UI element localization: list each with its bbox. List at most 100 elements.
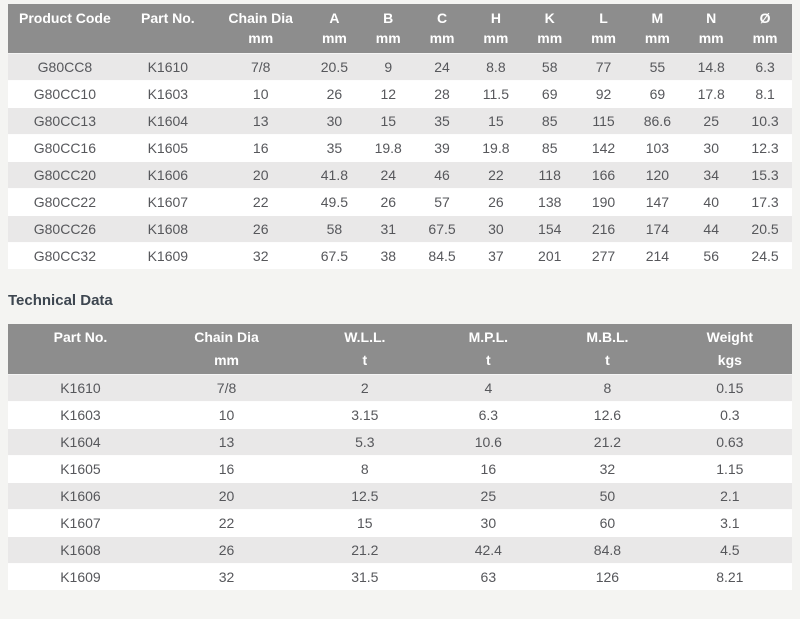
table-cell: 12.6 [547, 401, 668, 429]
table-cell: K1606 [121, 161, 214, 189]
table-cell: 24 [415, 53, 469, 81]
table-cell: G80CC22 [8, 188, 122, 216]
table-cell: 60 [547, 509, 668, 537]
table-cell: 21.2 [300, 536, 430, 564]
table-cell: 67.5 [415, 215, 469, 243]
table-cell: 17.8 [684, 80, 739, 108]
table-cell: 15 [361, 107, 416, 135]
column-header: Chain Dia [152, 324, 301, 348]
table-cell: K1608 [8, 536, 153, 564]
table-cell: G80CC13 [8, 107, 122, 135]
table-cell: G80CC8 [8, 53, 122, 81]
table-cell: 8.1 [738, 80, 792, 108]
table-cell: 57 [415, 188, 469, 216]
table-cell: 5.3 [300, 428, 430, 456]
table-cell: K1608 [121, 215, 214, 243]
technical-data-heading: Technical Data [8, 292, 113, 309]
table-cell: 15 [468, 107, 523, 135]
column-unit: mm [630, 30, 685, 54]
table-cell: 16 [213, 134, 308, 162]
table-cell: K1610 [121, 53, 214, 81]
table-cell: 12.5 [300, 482, 430, 510]
table-cell: 8.8 [468, 53, 523, 81]
table-cell: 16 [429, 455, 548, 483]
table-cell: 58 [307, 215, 362, 243]
table-cell: 12.3 [738, 134, 792, 162]
table-cell: 120 [630, 161, 685, 189]
table-cell: 2.1 [667, 482, 792, 510]
table-cell: 6.3 [738, 53, 792, 81]
column-unit [121, 30, 214, 54]
table-cell: 6.3 [429, 401, 548, 429]
table-row: G80CC22 K1607 22 49.5 26 57 26 138 190 147 40 17.3 [8, 188, 792, 216]
table-cell: 25 [429, 482, 548, 510]
table-cell: 115 [576, 107, 631, 135]
table-cell: 56 [684, 242, 739, 269]
table-row: G80CC32 K1609 32 67.5 38 84.5 37 201 277 214 56 24.… [8, 242, 792, 269]
table-row: G80CC10 K1603 10 26 12 28 11.5 69 92 69 17.8 8.1 [8, 80, 792, 108]
table-cell: 69 [522, 80, 577, 108]
table-cell: 19.8 [468, 134, 523, 162]
table-cell: 44 [684, 215, 739, 243]
table-cell: 154 [522, 215, 577, 243]
table-cell: 15.3 [738, 161, 792, 189]
table-cell: 46 [415, 161, 469, 189]
table-cell: 19.8 [361, 134, 416, 162]
table-cell: 31 [361, 215, 416, 243]
table-row: G80CC8 K1610 7/8 20.5 9 24 8.8 58 77 55 14.8 6.3 [8, 53, 792, 81]
table-cell: 0.3 [667, 401, 792, 429]
table-cell: 31.5 [300, 563, 430, 590]
table-cell: 84.8 [547, 536, 668, 564]
table-cell: 85 [522, 107, 577, 135]
table-row: K1608 26 21.2 42.4 84.8 4.5 [8, 536, 792, 564]
table-cell: 32 [547, 455, 668, 483]
table-cell: 25 [684, 107, 739, 135]
table-cell: K1607 [121, 188, 214, 216]
table-row: K1605 16 8 16 32 1.15 [8, 455, 792, 483]
table-cell: 12 [361, 80, 416, 108]
table-cell: G80CC16 [8, 134, 122, 162]
table-row: G80CC26 K1608 26 58 31 67.5 30 154 216 174 44 20.5 [8, 215, 792, 243]
table-cell: 38 [361, 242, 416, 269]
table-cell: 32 [213, 242, 308, 269]
column-header: L [576, 4, 631, 30]
table-cell: 84.5 [415, 242, 469, 269]
table-row: K1604 13 5.3 10.6 21.2 0.63 [8, 428, 792, 456]
table-cell: 166 [576, 161, 631, 189]
table-cell: 190 [576, 188, 631, 216]
column-header: Part No. [8, 324, 153, 348]
table-cell: 30 [429, 509, 548, 537]
table-cell: 20.5 [307, 53, 362, 81]
table-cell: 126 [547, 563, 668, 590]
table-cell: 8.21 [667, 563, 792, 590]
table-cell: 201 [522, 242, 577, 269]
table-cell: 10.6 [429, 428, 548, 456]
table-cell: K1603 [8, 401, 153, 429]
table-cell: K1609 [8, 563, 153, 590]
table-cell: 0.63 [667, 428, 792, 456]
table-cell: K1607 [8, 509, 153, 537]
table-cell: K1609 [121, 242, 214, 269]
table-cell: 24.5 [738, 242, 792, 269]
table-cell: 86.6 [630, 107, 685, 135]
column-unit [8, 30, 122, 54]
table-cell: 26 [307, 80, 362, 108]
column-unit: mm [307, 30, 362, 54]
column-unit: mm [361, 30, 416, 54]
table-cell: K1604 [121, 107, 214, 135]
table-cell: 103 [630, 134, 685, 162]
table-cell: 26 [213, 215, 308, 243]
column-header: W.L.L. [300, 324, 430, 348]
table-row: K1606 20 12.5 25 50 2.1 [8, 482, 792, 510]
table-cell: 20 [213, 161, 308, 189]
column-unit [8, 348, 153, 375]
column-header: Ø [738, 4, 792, 30]
table-cell: 8 [547, 374, 668, 402]
column-unit: t [300, 348, 430, 375]
table-cell: 10.3 [738, 107, 792, 135]
table-cell: 277 [576, 242, 631, 269]
table-cell: K1605 [8, 455, 153, 483]
table-cell: 39 [415, 134, 469, 162]
table-cell: K1604 [8, 428, 153, 456]
